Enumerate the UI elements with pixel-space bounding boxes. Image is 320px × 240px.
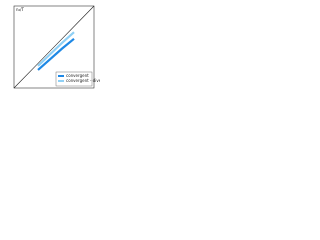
legend-box xyxy=(55,71,93,87)
series-line xyxy=(13,5,95,89)
series-line xyxy=(37,37,75,71)
series-line xyxy=(37,31,75,67)
legend-label: convergent xyxy=(66,73,89,78)
legend-label: convergent - divergent xyxy=(66,78,100,83)
y-axis-label: n₂/T xyxy=(16,7,24,12)
plot-frame xyxy=(13,5,95,89)
